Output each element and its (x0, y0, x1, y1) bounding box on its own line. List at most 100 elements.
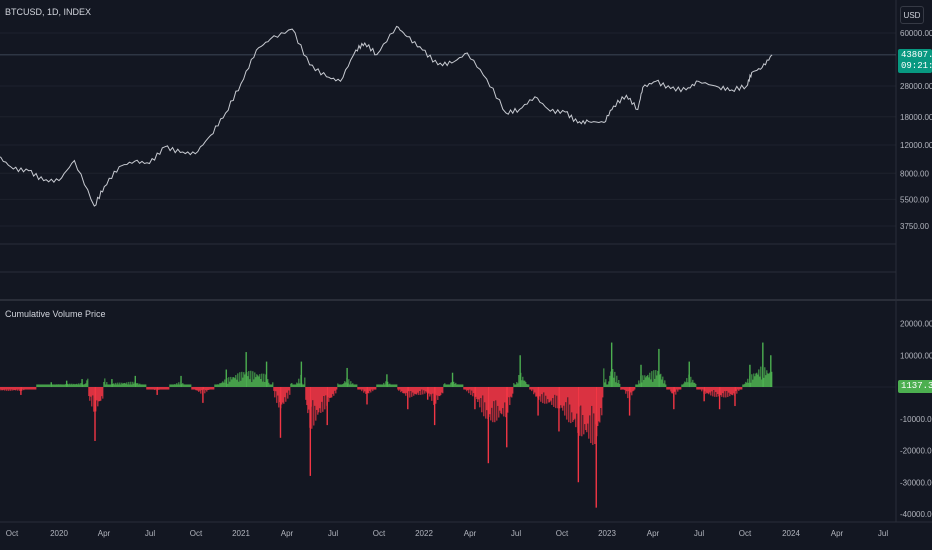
indicator-bar (300, 361, 303, 387)
indicator-bar-texture (404, 387, 406, 394)
indicator-bar-texture (3, 387, 5, 390)
indicator-bar-texture (175, 384, 177, 387)
indicator-bar-texture (480, 387, 482, 399)
indicator-bar-texture (63, 384, 65, 387)
indicator-bar-texture (13, 387, 15, 390)
indicator-bar-texture (569, 387, 571, 405)
indicator-bar-texture (274, 387, 276, 398)
indicator-bar-texture (618, 380, 620, 387)
indicator-bar-texture (694, 382, 696, 387)
indicator-bar-texture (424, 387, 426, 394)
indicator-bar-texture (715, 387, 717, 392)
indicator-bar-texture (354, 384, 356, 387)
indicator-bar-texture (284, 387, 286, 398)
indicator-bar-texture (484, 387, 486, 403)
indicator-bar-texture (270, 384, 272, 387)
indicator-bar-texture (372, 387, 374, 392)
indicator-bar-texture (173, 384, 175, 387)
indicator-bar-texture (149, 387, 151, 390)
indicator-bar-texture (259, 374, 261, 387)
indicator-bar-texture (192, 387, 194, 390)
indicator-bar-texture (494, 387, 496, 423)
indicator-bar-texture (388, 384, 390, 387)
indicator-bar-texture (741, 387, 743, 390)
last-price-value: 43807.02 (901, 49, 932, 60)
price-tick-label: 18000.00 (900, 113, 932, 122)
indicator-bar-texture (761, 379, 763, 387)
indicator-bar-texture (636, 384, 638, 387)
indicator-bar-texture (137, 383, 139, 387)
indicator-bar-texture (567, 387, 569, 398)
indicator-bar-texture (733, 387, 735, 394)
indicator-bar-texture (131, 384, 133, 387)
indicator-bar-texture (571, 387, 573, 413)
indicator-bar-texture (35, 387, 37, 390)
indicator-bar-texture (728, 387, 730, 393)
indicator-bar-texture (210, 387, 212, 390)
indicator-bar-texture (466, 387, 468, 392)
indicator-bar (673, 387, 675, 410)
indicator-bar-texture (420, 387, 422, 395)
bar-countdown: 09:21:43 (901, 60, 932, 71)
indicator-bar-texture (381, 384, 383, 387)
indicator-bar-texture (314, 387, 316, 406)
indicator-bar-texture (9, 387, 11, 390)
indicator-bar-texture (421, 387, 423, 390)
indicator-bar-texture (359, 387, 361, 390)
indicator-bar-texture (355, 384, 357, 387)
currency-button[interactable]: USD (900, 6, 924, 24)
indicator-bar-texture (195, 387, 197, 391)
indicator-bar-texture (535, 387, 537, 397)
indicator-bar-texture (667, 387, 669, 390)
indicator-bar-texture (374, 387, 376, 390)
indicator-bar-texture (384, 384, 386, 387)
indicator-bar-texture (685, 382, 687, 387)
indicator-bar-texture (508, 387, 510, 398)
indicator-bar (658, 348, 660, 387)
indicator-bar-texture (465, 387, 467, 390)
indicator-bar-texture (184, 384, 186, 387)
indicator-bar-texture (85, 383, 87, 387)
indicator-bar-texture (336, 387, 338, 390)
indicator-bar (749, 364, 751, 387)
indicator-bar-texture (674, 387, 676, 392)
indicator-bar-texture (132, 381, 134, 387)
indicator-bar-texture (438, 387, 440, 396)
indicator-bar-texture (532, 387, 534, 390)
indicator-bar-texture (67, 383, 69, 387)
indicator-bar-texture (552, 387, 554, 399)
indicator-bar-texture (432, 387, 434, 394)
indicator-bar-texture (737, 387, 739, 390)
indicator-bar-texture (450, 382, 452, 387)
indicator-bar-texture (503, 387, 505, 417)
time-tick-label: Apr (281, 529, 294, 538)
indicator-bar (81, 379, 83, 387)
indicator-bar-texture (44, 384, 46, 387)
indicator-bar-texture (423, 387, 425, 391)
indicator-bar-texture (542, 387, 544, 404)
indicator-bar-texture (345, 382, 347, 387)
indicator-bar-texture (602, 387, 604, 398)
time-tick-label: Apr (831, 529, 844, 538)
indicator-bar-texture (357, 387, 359, 390)
indicator-bar-texture (511, 387, 513, 398)
indicator-bar-texture (375, 387, 377, 390)
indicator-bar-texture (574, 387, 576, 419)
time-tick-label: Apr (464, 529, 477, 538)
symbol-label[interactable]: BTCUSD, 1D, INDEX (5, 7, 92, 17)
indicator-bar-texture (182, 383, 184, 387)
indicator-bar-texture (83, 384, 85, 387)
indicator-bar (762, 342, 764, 387)
indicator-label[interactable]: Cumulative Volume Price (5, 309, 106, 319)
indicator-bar-texture (254, 372, 256, 387)
indicator-bar-texture (77, 384, 79, 387)
indicator-bar-texture (425, 387, 427, 392)
indicator-bar-texture (153, 387, 155, 390)
indicator-bar-texture (368, 387, 370, 394)
indicator-bar-texture (479, 387, 481, 408)
indicator-bar-texture (373, 387, 375, 390)
indicator-bar (734, 387, 736, 407)
indicator-bar-texture (64, 384, 66, 387)
indicator-bar-texture (253, 379, 255, 387)
indicator-bar-texture (78, 383, 80, 387)
